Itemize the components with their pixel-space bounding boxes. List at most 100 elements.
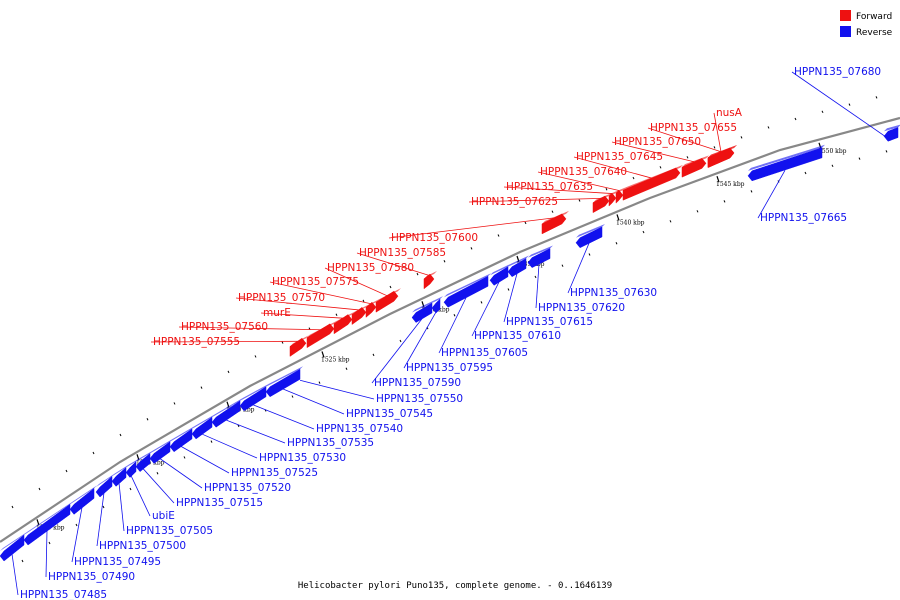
minor-tick-upper (470, 247, 473, 250)
minor-tick-lower (723, 200, 726, 203)
leader-line (235, 297, 360, 311)
gene-hppn135-07490[interactable] (23, 501, 73, 546)
minor-tick-upper (227, 370, 230, 374)
minor-tick-upper (767, 126, 770, 129)
gene-hppn135-07570[interactable] (351, 304, 369, 326)
gene-label-hppn135-07625[interactable]: HPPN135_07625 (471, 196, 558, 208)
gene-hppn135-07665[interactable] (747, 144, 825, 182)
minor-tick-upper (335, 313, 338, 316)
gene-label-hppn135-07520[interactable]: HPPN135_07520 (204, 482, 291, 494)
gene-label-hppn135-07615[interactable]: HPPN135_07615 (506, 316, 593, 328)
gene-label-hppn135-07490[interactable]: HPPN135_07490 (48, 571, 135, 583)
gene-hppn135-07560[interactable] (306, 320, 337, 349)
gene-label-hppn135-07515[interactable]: HPPN135_07515 (176, 497, 263, 509)
gene-nusa[interactable] (707, 144, 737, 168)
gene-hppn135-07620[interactable] (527, 245, 553, 268)
minor-tick-lower (507, 288, 510, 291)
gene-hppn135-07680[interactable] (883, 124, 900, 142)
minor-tick-upper (254, 355, 257, 358)
gene-hppn135-07645[interactable] (622, 164, 683, 201)
gene-label-mure[interactable]: murE (263, 307, 291, 319)
gene-hppn135-07530[interactable] (191, 414, 215, 440)
gene-label-hppn135-07595[interactable]: HPPN135_07595 (406, 362, 493, 374)
gene-label-hppn135-07650[interactable]: HPPN135_07650 (614, 136, 701, 148)
gene-label-hppn135-07570[interactable]: HPPN135_07570 (238, 292, 325, 304)
gene-hppn135-07615[interactable] (507, 255, 529, 278)
gene-label-hppn135-07640[interactable]: HPPN135_07640 (540, 166, 627, 178)
gene-hppn135-07535[interactable] (211, 397, 243, 428)
minor-tick-upper (821, 110, 824, 114)
gene-hppn135-07630[interactable] (575, 223, 605, 249)
leader-line (535, 264, 540, 309)
gene-hppn135-07520[interactable] (149, 438, 173, 464)
gene-label-hppn135-07680[interactable]: HPPN135_07680 (794, 66, 881, 78)
gene-label-hppn135-07635[interactable]: HPPN135_07635 (506, 181, 593, 193)
leader-line (611, 141, 695, 163)
gene-hppn135-07495[interactable] (69, 485, 97, 515)
gene-label-hppn135-07580[interactable]: HPPN135_07580 (327, 262, 414, 274)
gene-label-hppn135-07535[interactable]: HPPN135_07535 (287, 437, 374, 449)
gene-hppn135-07500[interactable] (95, 473, 115, 498)
minor-tick-lower (210, 440, 213, 443)
gene-label-hppn135-07500[interactable]: HPPN135_07500 (99, 540, 186, 552)
legend-label-reverse: Reverse (856, 28, 893, 38)
gene-label-hppn135-07525[interactable]: HPPN135_07525 (231, 467, 318, 479)
gene-hppn135-07580[interactable] (375, 288, 401, 313)
gene-label-hppn135-07505[interactable]: HPPN135_07505 (126, 525, 213, 537)
gene-label-hppn135-07600[interactable]: HPPN135_07600 (391, 232, 478, 244)
tick-label-1550-kbp: 1550 kbp (818, 148, 847, 155)
gene-label-hppn135-07630[interactable]: HPPN135_07630 (570, 287, 657, 299)
minor-tick-lower (318, 381, 321, 384)
gene-hppn135-07525[interactable] (169, 425, 195, 453)
gene-label-hppn135-07550[interactable]: HPPN135_07550 (376, 393, 463, 405)
gene-hppn135-07610[interactable] (489, 263, 511, 286)
leader-line (713, 112, 722, 152)
gene-label-hppn135-07540[interactable]: HPPN135_07540 (316, 423, 403, 435)
leader-line (468, 197, 602, 203)
minor-tick-upper (38, 487, 41, 491)
gene-label-hppn135-07545[interactable]: HPPN135_07545 (346, 408, 433, 420)
leader-line (130, 475, 151, 517)
gene-label-hppn135-07485[interactable]: HPPN135_07485 (20, 589, 107, 600)
gene-hppn135-07605[interactable] (443, 273, 491, 308)
leader-line (791, 71, 892, 141)
gene-mure[interactable] (333, 311, 355, 335)
gene-label-hppn135-07530[interactable]: HPPN135_07530 (259, 452, 346, 464)
gene-label-nusa[interactable]: nusA (716, 107, 743, 119)
gene-label-hppn135-07655[interactable]: HPPN135_07655 (650, 122, 737, 134)
gene-hppn135-07585[interactable] (423, 271, 437, 290)
gene-label-hppn135-07665[interactable]: HPPN135_07665 (760, 212, 847, 224)
leader-line (403, 311, 437, 369)
minor-tick-upper (65, 469, 68, 473)
minor-tick-lower (399, 339, 402, 343)
gene-hppn135-07595[interactable] (431, 296, 443, 314)
gene-hppn135-07650[interactable] (681, 155, 709, 178)
gene-hppn135-07555[interactable] (289, 335, 309, 357)
gene-label-ubie[interactable]: ubiE (152, 510, 175, 522)
gene-hppn135-07545[interactable] (265, 366, 303, 398)
legend: Forward Reverse (840, 10, 893, 38)
gene-label-hppn135-07590[interactable]: HPPN135_07590 (374, 377, 461, 389)
minor-tick-lower (102, 505, 105, 509)
gene-label-hppn135-07560[interactable]: HPPN135_07560 (181, 321, 268, 333)
gene-hppn135-07485[interactable] (0, 532, 27, 562)
gene-label-hppn135-07620[interactable]: HPPN135_07620 (538, 302, 625, 314)
minor-tick-upper (632, 176, 635, 180)
gene-label-hppn135-07495[interactable]: HPPN135_07495 (74, 556, 161, 568)
gene-hppn135-07590[interactable] (411, 299, 435, 323)
leader-line (201, 433, 258, 459)
gene-label-hppn135-07605[interactable]: HPPN135_07605 (441, 347, 528, 359)
gene-label-hppn135-07585[interactable]: HPPN135_07585 (359, 247, 446, 259)
gene-hppn135-07600[interactable] (541, 210, 569, 235)
gene-hppn135-07625[interactable] (592, 193, 612, 214)
gene-ubie[interactable] (125, 458, 139, 478)
gene-label-hppn135-07645[interactable]: HPPN135_07645 (576, 151, 663, 163)
gene-hppn135-07505[interactable] (111, 464, 129, 487)
gene-hppn135-07515[interactable] (135, 450, 153, 472)
gene-hppn135-07575[interactable] (365, 299, 379, 318)
gene-labels: HPPN135_07555HPPN135_07560murEHPPN135_07… (11, 66, 892, 600)
gene-label-hppn135-07575[interactable]: HPPN135_07575 (272, 276, 359, 288)
gene-hppn135-07540[interactable] (239, 383, 269, 412)
gene-label-hppn135-07610[interactable]: HPPN135_07610 (474, 330, 561, 342)
